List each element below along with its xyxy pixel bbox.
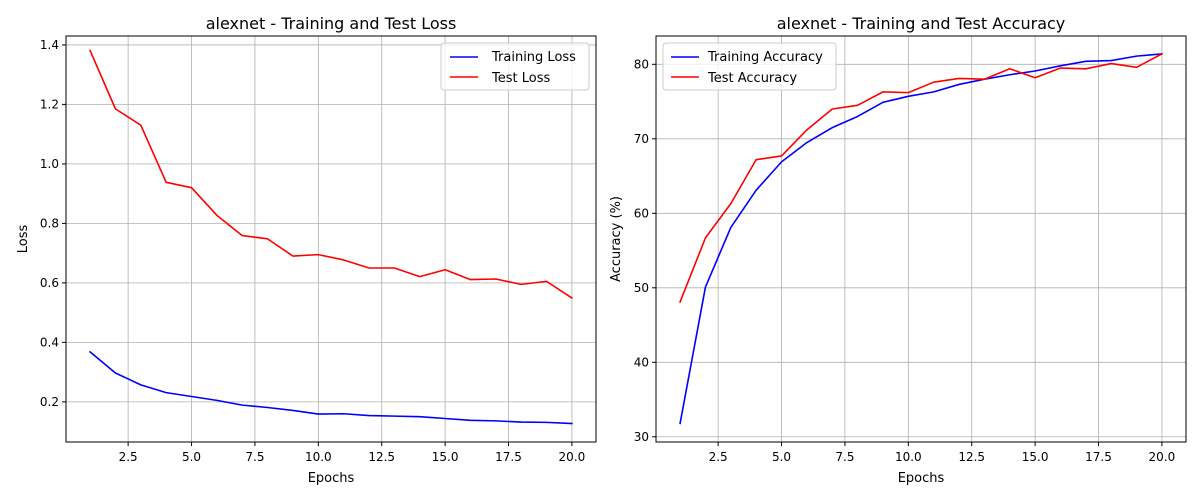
loss-chart-x-tick-label: 2.5: [119, 450, 138, 464]
loss-chart-y-axis-label: Loss: [16, 225, 31, 254]
loss-chart-x-tick-label: 12.5: [368, 450, 395, 464]
loss-chart-y-tick-label: 0.2: [40, 395, 59, 409]
loss-chart-x-tick-label: 10.0: [305, 450, 332, 464]
loss-chart-y-tick-label: 0.4: [40, 335, 59, 349]
accuracy-chart-y-tick-label: 60: [634, 206, 649, 220]
loss-chart-y-tick-label: 1.2: [40, 97, 59, 111]
accuracy-chart-x-tick-label: 20.0: [1149, 450, 1176, 464]
accuracy-chart-legend-label-test: Test Accuracy: [707, 71, 797, 86]
loss-chart-x-tick-label: 15.0: [432, 450, 459, 464]
accuracy-chart-x-tick-label: 15.0: [1022, 450, 1049, 464]
accuracy-chart-x-tick-label: 10.0: [895, 450, 922, 464]
accuracy-chart-y-tick-label: 40: [634, 355, 649, 369]
accuracy-chart-x-tick-label: 5.0: [772, 450, 791, 464]
loss-chart-x-tick-label: 5.0: [182, 450, 201, 464]
accuracy-chart-x-tick-label: 7.5: [835, 450, 854, 464]
loss-chart-y-tick-label: 0.6: [40, 276, 59, 290]
loss-chart-legend-label-test: Test Loss: [491, 71, 550, 86]
accuracy-chart-x-tick-label: 12.5: [958, 450, 985, 464]
loss-chart-title: alexnet - Training and Test Loss: [206, 14, 457, 33]
accuracy-chart-y-tick-label: 30: [634, 430, 649, 444]
loss-chart-legend: Training Loss Test Loss: [441, 43, 589, 90]
loss-chart-x-axis-label: Epochs: [308, 471, 355, 486]
accuracy-chart-x-axis-label: Epochs: [898, 471, 945, 486]
loss-chart-y-tick-label: 1.4: [40, 38, 59, 52]
accuracy-chart-y-tick-label: 80: [634, 57, 649, 71]
loss-chart-y-tick-label: 0.8: [40, 216, 59, 230]
accuracy-chart-title: alexnet - Training and Test Accuracy: [777, 14, 1066, 33]
loss-chart-y-tick-label: 1.0: [40, 157, 59, 171]
accuracy-chart-y-axis-label: Accuracy (%): [609, 196, 624, 282]
loss-chart-x-tick-label: 20.0: [559, 450, 586, 464]
loss-chart-x-tick-label: 7.5: [245, 450, 264, 464]
accuracy-chart-legend-label-training: Training Accuracy: [707, 50, 823, 65]
loss-chart-x-tick-label: 17.5: [495, 450, 522, 464]
accuracy-chart-y-tick-label: 50: [634, 281, 649, 295]
accuracy-chart-x-tick-label: 17.5: [1085, 450, 1112, 464]
loss-chart-legend-label-training: Training Loss: [491, 50, 576, 65]
accuracy-chart-y-tick-label: 70: [634, 132, 649, 146]
accuracy-chart-x-tick-label: 2.5: [709, 450, 728, 464]
accuracy-chart-legend: Training Accuracy Test Accuracy: [663, 43, 836, 90]
